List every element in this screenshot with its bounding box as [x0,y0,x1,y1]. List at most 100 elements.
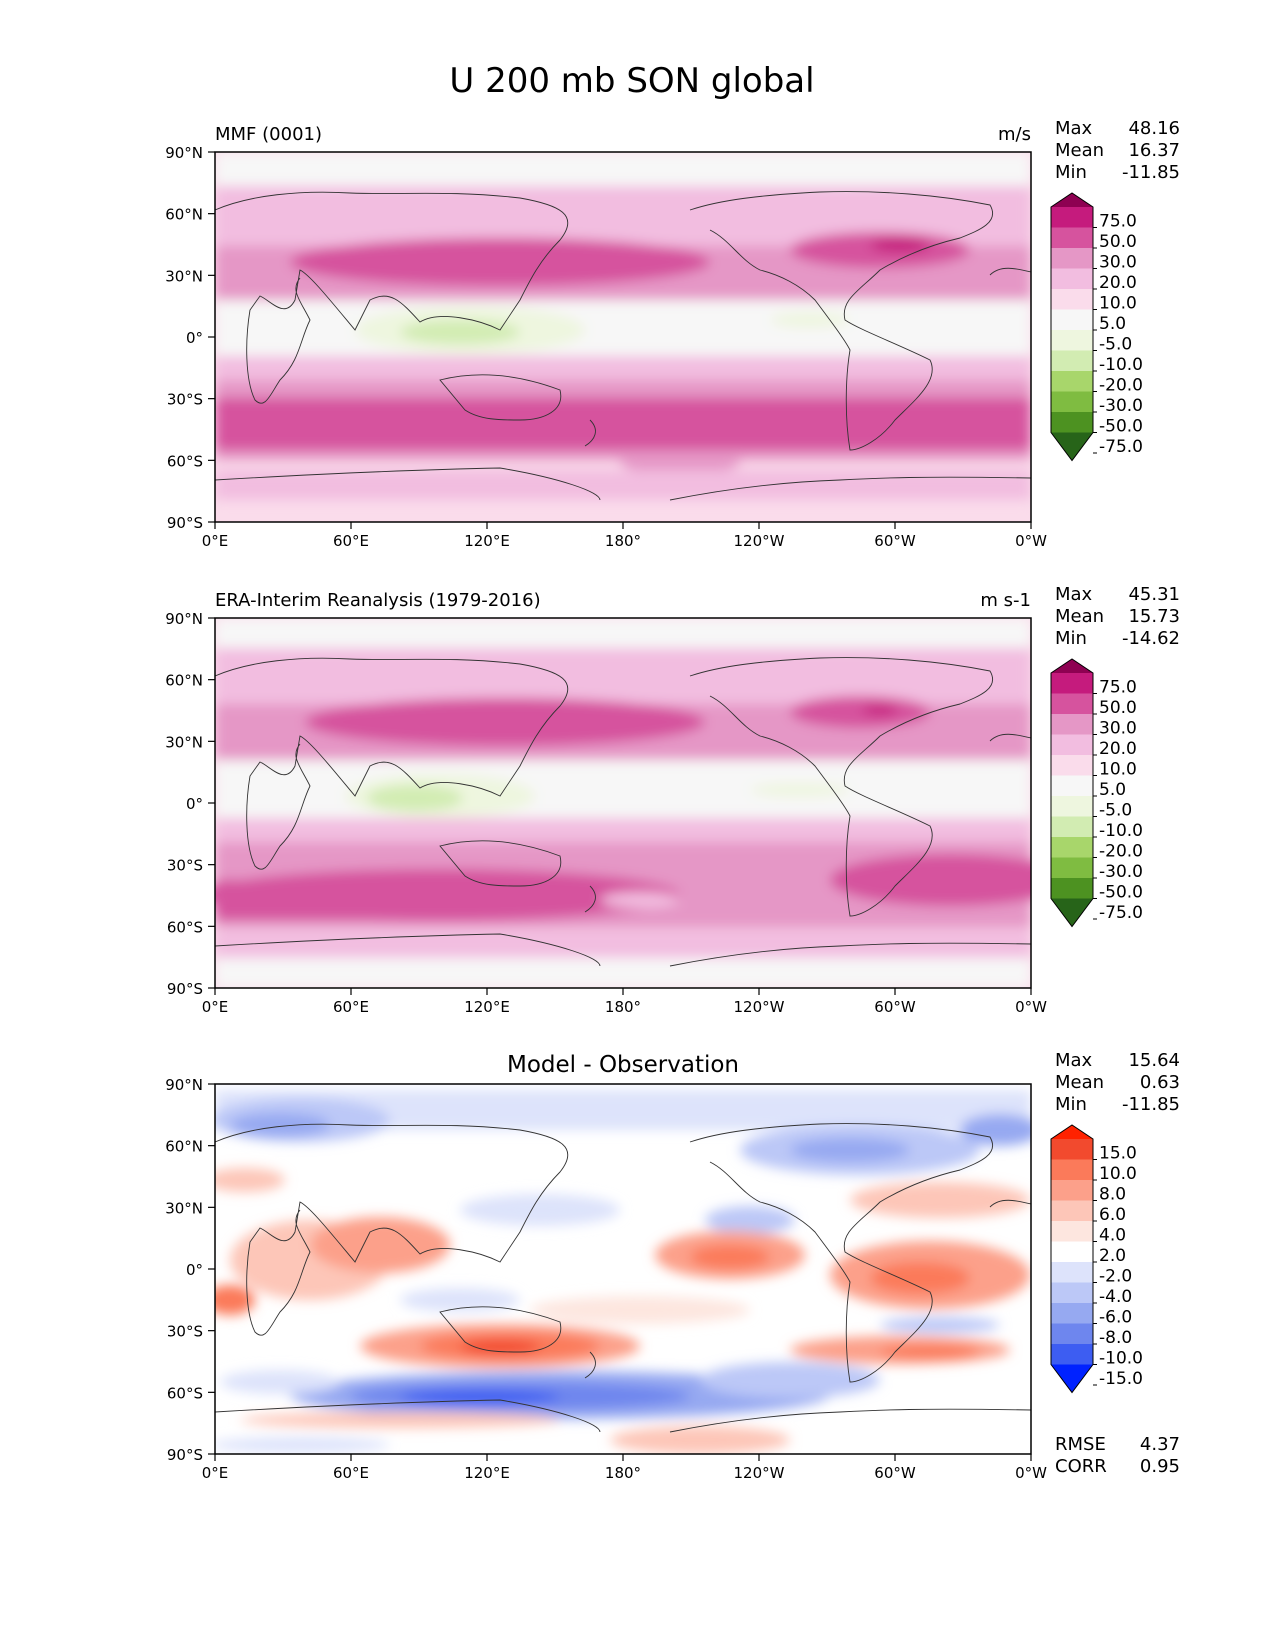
lon-tick-label: 120°E [464,532,510,550]
colorbar-segment [1051,1323,1093,1345]
colorbar-segment [1051,1139,1093,1160]
lon-tick-label: 120°W [734,998,785,1016]
lat-tick-label: 60°N [165,1138,203,1156]
panel-left-title: ERA-Interim Reanalysis (1979-2016) [215,590,541,611]
lat-tick-label: 60°N [165,672,203,690]
stat-value-rmse: 4.37 [1140,1434,1180,1455]
lat-tick-label: 90°N [165,144,203,162]
lat-tick-label: 60°N [165,206,203,224]
lon-tick-label: 0°W [1015,998,1047,1016]
colorbar-extend-top [1051,1125,1093,1139]
colorbar-tick-label: 2.0 [1099,1246,1126,1266]
colorbar-tick-label: -50.0 [1099,883,1143,903]
stat-label-max: Max [1055,584,1093,605]
colorbar-segment [1051,1159,1093,1181]
colorbar-segment [1051,755,1093,776]
panel-units: m s-1 [980,590,1031,611]
colorbar-tick-label: -10.0 [1099,355,1143,375]
colorbar-segment [1051,391,1093,413]
panel-units: m/s [998,124,1031,145]
stat-label-mean: Mean [1055,606,1104,627]
colorbar-segment [1051,371,1093,392]
coastlines [215,191,1031,501]
stat-value-max: 45.31 [1128,584,1180,605]
colorbar-segment [1051,350,1093,372]
colorbar-tick-label: -75.0 [1099,437,1143,457]
lon-tick-label: 180° [605,532,641,550]
colorbar-segment [1051,1200,1093,1222]
colorbar-tick-label: -5.0 [1099,335,1132,355]
stat-value-corr: 0.95 [1140,1456,1180,1477]
colorbar-extend-bottom [1051,898,1093,927]
lon-tick-label: 0°E [202,1464,229,1482]
map-field [215,1084,1031,1454]
colorbar-segment [1051,796,1093,817]
colorbar-tick-label: 30.0 [1099,253,1137,273]
colorbar-extend-top [1051,193,1093,207]
colorbar: 75.050.030.020.010.05.0-5.0-10.0-20.0-30… [1050,192,1143,462]
colorbar-tick-label: 10.0 [1099,760,1137,780]
colorbar-tick-label: -6.0 [1099,1308,1132,1328]
lat-tick-label: 90°S [167,514,203,532]
stat-value-mean: 0.63 [1140,1072,1180,1093]
stat-value-mean: 16.37 [1128,140,1180,161]
lat-tick-label: 90°N [165,1076,203,1094]
colorbar-tick-label: 6.0 [1099,1205,1126,1225]
stat-value-max: 48.16 [1128,118,1180,139]
colorbar-tick-label: -50.0 [1099,417,1143,437]
stat-label-min: Min [1055,162,1087,183]
panel-reference: ERA-Interim Reanalysis (1979-2016) m s-1 [165,584,1180,1016]
colorbar-tick-label: 5.0 [1099,314,1126,334]
colorbar-segment [1051,816,1093,838]
axis-ticks: 90°N 60°N 30°N 0° 30°S 60°S 90°S0°E 60°E 120°E 18… [165,144,1047,550]
colorbar-tick-label: -20.0 [1099,376,1143,396]
lat-tick-label: 30°S [167,857,203,875]
stat-value-min: -11.85 [1122,1094,1180,1115]
lat-tick-label: 30°N [165,1199,203,1217]
colorbar: 75.050.030.020.010.05.0-5.0-10.0-20.0-30… [1050,658,1143,928]
lat-tick-label: 60°S [167,1384,203,1402]
stat-label-max: Max [1055,1050,1093,1071]
lat-tick-label: 30°S [167,1323,203,1341]
colorbar-extend-top [1051,659,1093,673]
stat-label-min: Min [1055,1094,1087,1115]
colorbar-segment [1051,837,1093,858]
colorbar-tick-label: 10.0 [1099,1164,1137,1184]
stats-block: Max 45.31 Mean 15.73 Min -14.62 [1055,584,1180,649]
colorbar-segment [1051,412,1093,433]
lon-tick-label: 60°W [874,1464,916,1482]
colorbar-segment [1051,289,1093,310]
colorbar-tick-label: 75.0 [1099,678,1137,698]
colorbar-tick-label: -10.0 [1099,1349,1143,1369]
lat-tick-label: 0° [186,795,203,813]
lon-tick-label: 180° [605,1464,641,1482]
lat-tick-label: 90°N [165,610,203,628]
panel-center-title: Model - Observation [507,1052,739,1078]
colorbar-segment [1051,1221,1093,1242]
colorbar-tick-label: 20.0 [1099,739,1137,759]
panel-test: MMF (0001) m/s [165,118,1180,550]
lon-tick-label: 0°W [1015,1464,1047,1482]
colorbar-tick-label: 50.0 [1099,698,1137,718]
colorbar-tick-label: 20.0 [1099,273,1137,293]
colorbar-tick-label: -30.0 [1099,862,1143,882]
lat-tick-label: 90°S [167,980,203,998]
panel-diff: Model - Observation [165,1050,1180,1482]
lon-tick-label: 120°W [734,532,785,550]
colorbar-extend-bottom [1051,1364,1093,1393]
colorbar-segment [1051,693,1093,715]
colorbar-segment [1051,878,1093,899]
colorbar-segment [1051,268,1093,290]
colorbar-segment [1051,1262,1093,1283]
colorbar-segment [1051,1344,1093,1365]
stat-value-mean: 15.73 [1128,606,1180,627]
axis-ticks: 90°N 60°N 30°N 0° 30°S 60°S 90°S0°E 60°E 120°E 18… [165,1076,1047,1482]
lat-tick-label: 30°N [165,267,203,285]
lon-tick-label: 0°E [202,532,229,550]
lat-tick-label: 60°S [167,452,203,470]
lat-tick-label: 30°S [167,391,203,409]
colorbar-segment [1051,734,1093,756]
lat-tick-label: 90°S [167,1446,203,1464]
lat-tick-label: 60°S [167,918,203,936]
colorbar-tick-label: 50.0 [1099,232,1137,252]
